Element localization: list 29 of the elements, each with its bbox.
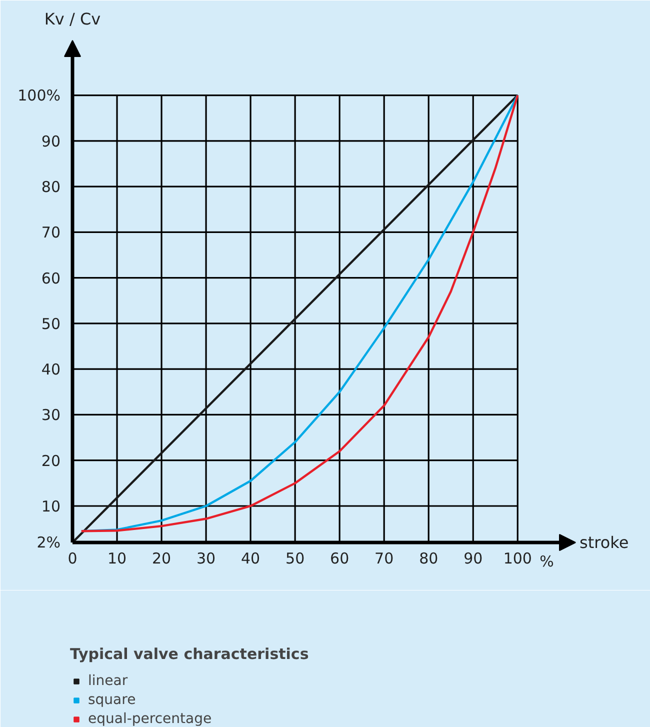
x-axis-title: stroke: [580, 533, 629, 552]
legend-label: linear: [88, 673, 128, 689]
x-tick-label: 0: [68, 550, 78, 568]
legend-label: square: [88, 692, 136, 708]
y-tick-label: 2%: [36, 534, 60, 552]
y-tick-label: 60: [41, 269, 61, 288]
x-tick-label: 50: [286, 550, 305, 568]
y-tick-label: 10: [41, 497, 61, 516]
legend-title: Typical valve characteristics: [70, 645, 309, 663]
x-tick-label: 90: [464, 550, 483, 568]
y-tick-label: 50: [41, 314, 61, 333]
text: %: [540, 552, 554, 570]
y-axis-title: Kv / Cv: [44, 10, 101, 28]
x-tick-label: 30: [196, 550, 216, 568]
x-tick-label: 80: [419, 550, 438, 568]
y-tick-label: 70: [41, 224, 61, 242]
x-tick-label: 10: [107, 550, 127, 568]
x-tick-label: 60: [330, 550, 350, 568]
y-tick-label: 30: [41, 406, 61, 424]
x-tick-label: 20: [152, 550, 172, 568]
y-tick-label: 40: [41, 360, 61, 379]
x-tick-label: 40: [241, 550, 260, 568]
x-tick-label: 100: [503, 550, 532, 568]
y-tick-label: 100%: [18, 86, 61, 104]
y-tick-label: 80: [41, 178, 61, 196]
legend-label: equal-percentage: [88, 711, 212, 727]
y-tick-label: 20: [41, 452, 61, 470]
y-tick-label: 90: [41, 132, 61, 150]
x-tick-label: 70: [374, 550, 394, 568]
